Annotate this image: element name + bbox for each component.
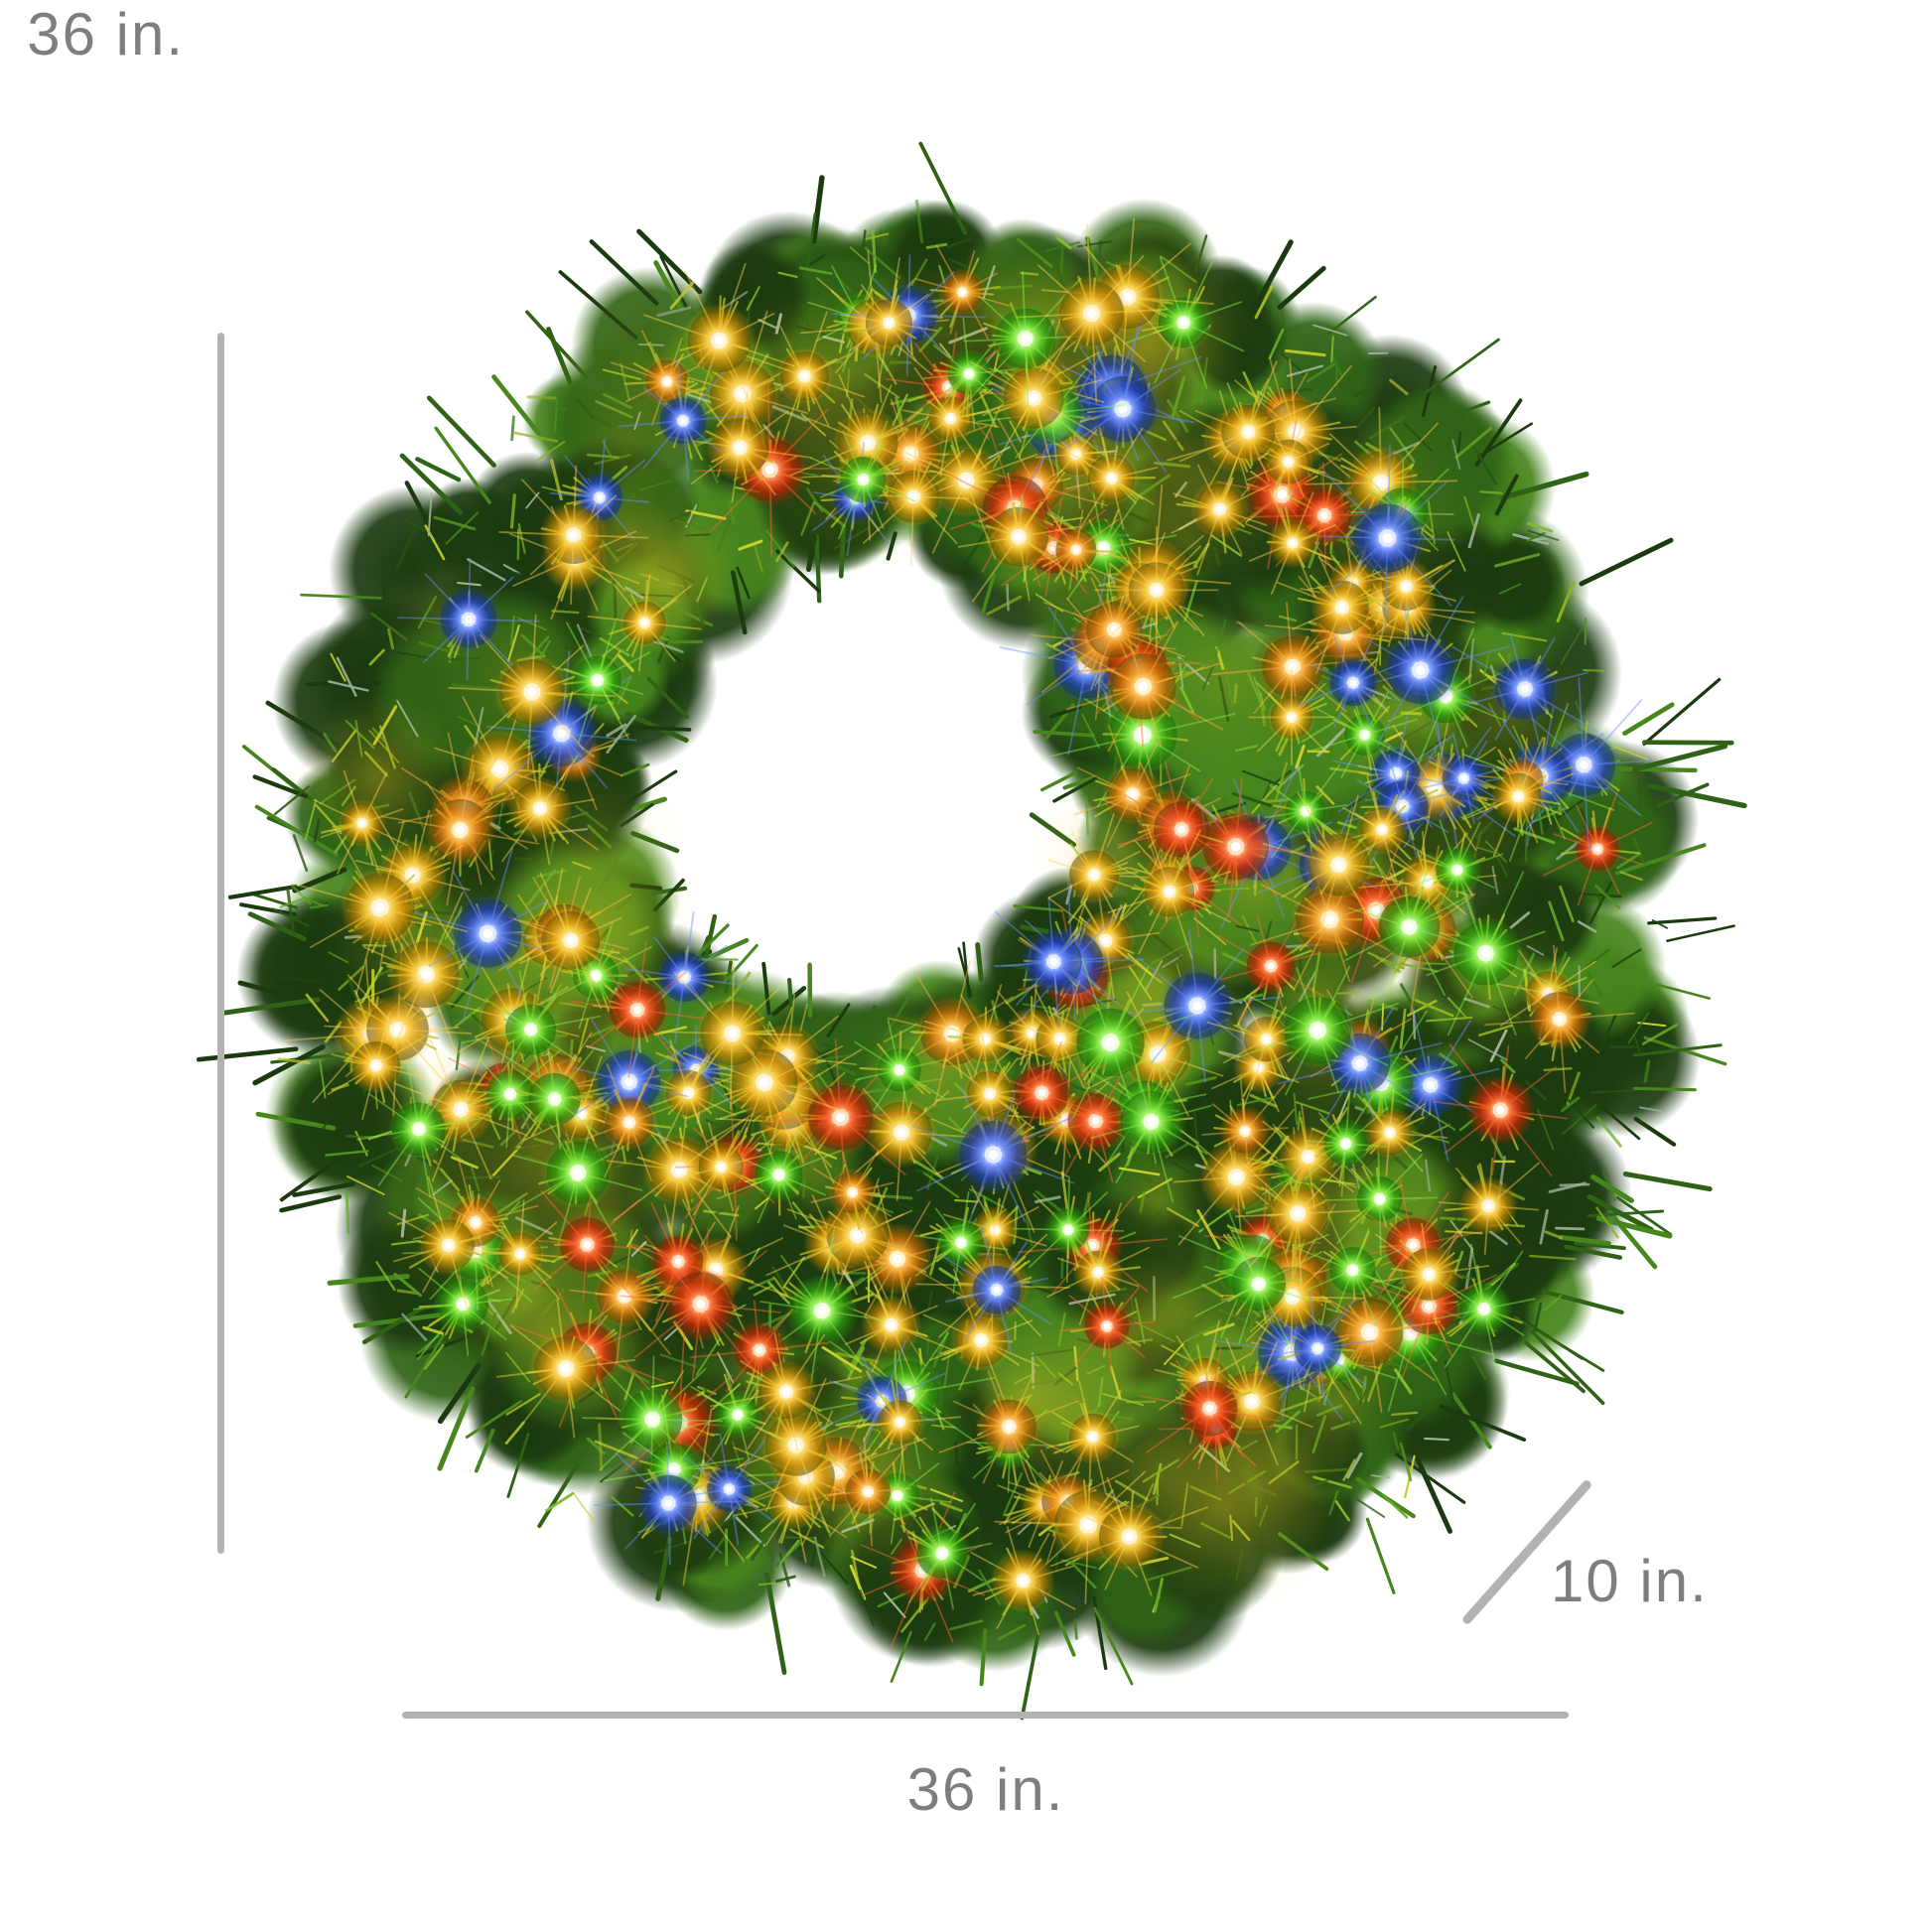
width-dimension-label: 36 in.: [906, 1756, 1065, 1823]
depth-dimension-label: 10 in.: [1551, 1548, 1709, 1614]
width-dimension-line: [402, 1711, 1569, 1719]
height-dimension-label: 36 in.: [27, 1, 185, 68]
height-dimension-line: [216, 333, 224, 1554]
